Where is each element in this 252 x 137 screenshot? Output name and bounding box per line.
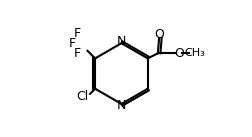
Text: O: O bbox=[153, 28, 163, 41]
Text: N: N bbox=[116, 35, 126, 48]
Text: Cl: Cl bbox=[76, 90, 88, 103]
Text: F: F bbox=[69, 37, 76, 50]
Text: CH₃: CH₃ bbox=[183, 48, 204, 58]
Text: O: O bbox=[174, 47, 183, 60]
Text: F: F bbox=[74, 47, 81, 60]
Text: N: N bbox=[116, 99, 126, 112]
Text: F: F bbox=[74, 27, 81, 40]
